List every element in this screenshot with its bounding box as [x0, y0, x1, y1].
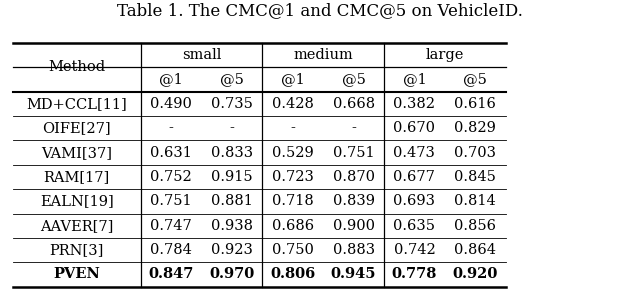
Text: 0.915: 0.915 [211, 170, 253, 184]
Text: EALN[19]: EALN[19] [40, 194, 114, 208]
Text: 0.635: 0.635 [394, 219, 435, 233]
Text: -: - [291, 121, 295, 135]
Text: 0.677: 0.677 [394, 170, 435, 184]
Text: 0.751: 0.751 [150, 194, 192, 208]
Text: @5: @5 [220, 72, 244, 87]
Text: 0.833: 0.833 [211, 146, 253, 160]
Text: RAM[17]: RAM[17] [44, 170, 110, 184]
Text: 0.693: 0.693 [394, 194, 435, 208]
Text: 0.428: 0.428 [272, 97, 314, 111]
Text: medium: medium [293, 48, 353, 62]
Text: AAVER[7]: AAVER[7] [40, 219, 113, 233]
Text: 0.839: 0.839 [333, 194, 374, 208]
Text: 0.938: 0.938 [211, 219, 253, 233]
Text: Table 1. The CMC@1 and CMC@5 on VehicleID.: Table 1. The CMC@1 and CMC@5 on VehicleI… [117, 2, 523, 19]
Text: 0.751: 0.751 [333, 146, 374, 160]
Text: 0.490: 0.490 [150, 97, 192, 111]
Text: -: - [230, 121, 234, 135]
Text: 0.829: 0.829 [454, 121, 496, 135]
Text: 0.784: 0.784 [150, 243, 192, 257]
Text: 0.616: 0.616 [454, 97, 496, 111]
Text: 0.529: 0.529 [272, 146, 314, 160]
Text: -: - [351, 121, 356, 135]
Text: 0.670: 0.670 [394, 121, 435, 135]
Text: 0.814: 0.814 [454, 194, 496, 208]
Text: 0.473: 0.473 [394, 146, 435, 160]
Text: 0.864: 0.864 [454, 243, 496, 257]
Text: 0.382: 0.382 [394, 97, 435, 111]
Text: 0.703: 0.703 [454, 146, 496, 160]
Text: PRN[3]: PRN[3] [50, 243, 104, 257]
Text: VAMI[37]: VAMI[37] [42, 146, 112, 160]
Text: @1: @1 [403, 72, 426, 87]
Text: 0.883: 0.883 [333, 243, 374, 257]
Text: 0.747: 0.747 [150, 219, 192, 233]
Text: 0.845: 0.845 [454, 170, 496, 184]
Text: 0.847: 0.847 [148, 267, 194, 282]
Text: MD+CCL[11]: MD+CCL[11] [26, 97, 127, 111]
Text: 0.856: 0.856 [454, 219, 496, 233]
Text: OIFE[27]: OIFE[27] [42, 121, 111, 135]
Text: Method: Method [48, 60, 106, 75]
Text: 0.900: 0.900 [333, 219, 374, 233]
Text: 0.718: 0.718 [272, 194, 314, 208]
Text: 0.742: 0.742 [394, 243, 435, 257]
Text: small: small [182, 48, 221, 62]
Text: 0.778: 0.778 [392, 267, 437, 282]
Text: -: - [169, 121, 173, 135]
Text: @5: @5 [463, 72, 487, 87]
Text: 0.881: 0.881 [211, 194, 253, 208]
Text: 0.723: 0.723 [272, 170, 314, 184]
Text: 0.735: 0.735 [211, 97, 253, 111]
Text: 0.806: 0.806 [270, 267, 316, 282]
Text: 0.945: 0.945 [331, 267, 376, 282]
Text: 0.686: 0.686 [272, 219, 314, 233]
Text: 0.923: 0.923 [211, 243, 253, 257]
Text: 0.668: 0.668 [333, 97, 374, 111]
Text: large: large [426, 48, 464, 62]
Text: 0.870: 0.870 [333, 170, 374, 184]
Text: 0.752: 0.752 [150, 170, 192, 184]
Text: 0.920: 0.920 [452, 267, 498, 282]
Text: 0.631: 0.631 [150, 146, 192, 160]
Text: PVEN: PVEN [53, 267, 100, 282]
Text: @5: @5 [342, 72, 365, 87]
Text: @1: @1 [281, 72, 305, 87]
Text: 0.750: 0.750 [272, 243, 314, 257]
Text: 0.970: 0.970 [209, 267, 255, 282]
Text: @1: @1 [159, 72, 183, 87]
